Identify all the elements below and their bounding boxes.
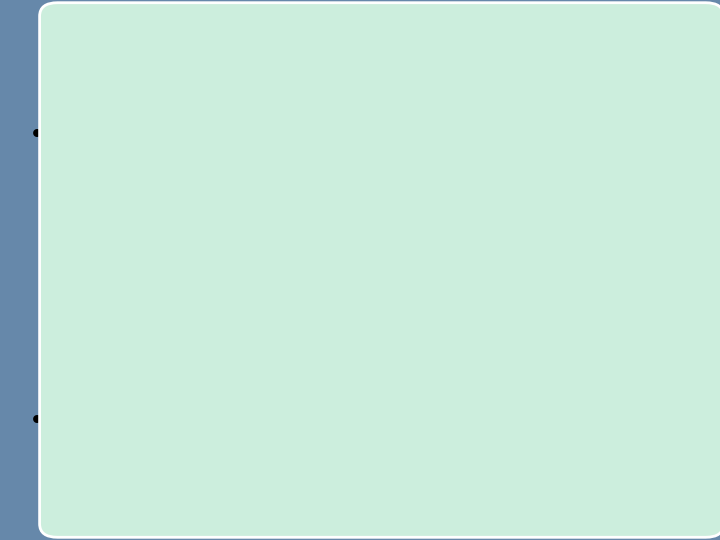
Text: RAD AUTO: RAD AUTO: [482, 494, 518, 501]
Text: $r(x) = \dfrac{x^2-9}{x^2+5x-6}$: $r(x) = \dfrac{x^2-9}{x^2+5x-6}$: [432, 88, 598, 133]
Text: F3
Zoom: F3 Zoom: [347, 273, 366, 284]
Text: View the graph
to verify: View the graph to verify: [58, 390, 248, 447]
Text: •: •: [29, 407, 45, 435]
FancyBboxPatch shape: [314, 262, 687, 504]
FancyBboxPatch shape: [314, 490, 687, 504]
FancyBboxPatch shape: [310, 259, 691, 508]
Text: yc:0.: yc:0.: [590, 480, 609, 488]
Text: F2▼: F2▼: [330, 275, 343, 281]
Text: F7
▼: F7 ▼: [486, 273, 493, 284]
Text: FUNC: FUNC: [660, 494, 680, 501]
Text: Finding the roots of
the denominator: Finding the roots of the denominator: [58, 104, 300, 161]
Text: 1: 1: [678, 298, 683, 307]
FancyBboxPatch shape: [314, 262, 687, 294]
Text: •: •: [29, 121, 45, 149]
Text: xc:3.: xc:3.: [388, 480, 407, 488]
Text: Vertical Asymptotes: Vertical Asymptotes: [175, 30, 617, 68]
Text: $(x+6)(x-1) = 0$: $(x+6)(x-1) = 0$: [101, 256, 287, 279]
Text: MAIN: MAIN: [321, 494, 339, 501]
Text: F1
←→: F1 ←→: [315, 273, 325, 284]
Text: F8
∷: F8 ∷: [508, 273, 515, 284]
Text: $x^2 + 5x - 6 = 0$: $x^2 + 5x - 6 = 0$: [101, 212, 264, 237]
Text: F5▼
Math: F5▼ Math: [436, 273, 451, 284]
Text: $x = -6$   or   $x = 1$: $x = -6$ or $x = 1$: [79, 300, 282, 321]
Text: Regraph: Regraph: [398, 275, 424, 281]
Text: F6▼
Draw: F6▼ Draw: [460, 273, 476, 284]
Text: Trace: Trace: [374, 275, 391, 281]
